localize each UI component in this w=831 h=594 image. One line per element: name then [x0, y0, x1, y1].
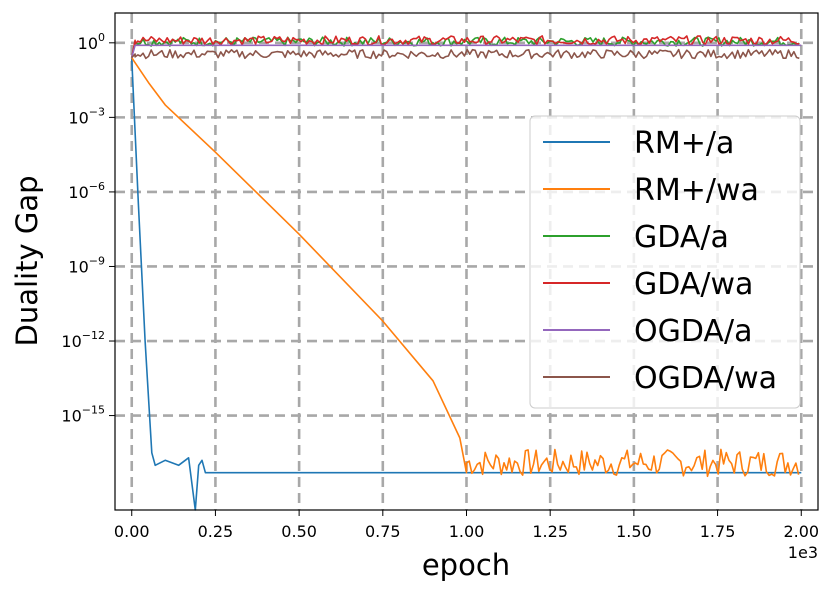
- x-tick-label: 2.00: [783, 522, 819, 541]
- y-tick-label: 10−9: [68, 254, 105, 276]
- x-tick-label: 0.50: [281, 522, 317, 541]
- legend-label: RM+/a: [634, 126, 734, 161]
- legend-label: OGDA/a: [634, 314, 752, 349]
- legend-label: RM+/wa: [634, 173, 759, 208]
- y-tick-label: 10−6: [68, 180, 105, 202]
- x-tick-label: 0.25: [198, 522, 234, 541]
- y-ticks: 100 10−3 10−6 10−9 10−12 10−15: [61, 31, 115, 426]
- legend-label: GDA/a: [634, 220, 729, 255]
- x-tick-label: 1.50: [616, 522, 652, 541]
- y-tick-label: 10−12: [61, 329, 105, 351]
- series-lines: [130, 35, 802, 511]
- x-tick-label: 1.25: [532, 522, 568, 541]
- y-tick-label: 100: [78, 31, 105, 53]
- series-line-rm-a: [130, 57, 802, 511]
- x-tick-label: 0.00: [114, 522, 150, 541]
- x-axis-label: epoch: [422, 548, 510, 582]
- y-axis-label: Duality Gap: [10, 176, 44, 347]
- x-ticks: 0.00 0.25 0.50 0.75 1.00 1.25 1.50 1.75 2.00: [114, 510, 819, 541]
- x-offset-label: 1e3: [788, 543, 818, 562]
- legend-label: GDA/wa: [634, 267, 753, 302]
- x-tick-label: 1.00: [449, 522, 485, 541]
- y-tick-label: 10−3: [68, 105, 105, 127]
- series-line-gda-a: [130, 36, 800, 58]
- x-tick-label: 0.75: [365, 522, 401, 541]
- series-line-gda-wa: [130, 35, 800, 58]
- series-line-rm-wa: [131, 57, 800, 478]
- legend-label: OGDA/wa: [634, 361, 777, 396]
- y-tick-label: 10−15: [61, 404, 105, 426]
- x-tick-label: 1.75: [700, 522, 736, 541]
- series-line-ogda-wa: [131, 48, 800, 60]
- legend: RM+/a RM+/wa GDA/a GDA/wa OGDA/a OGDA/wa: [529, 115, 801, 409]
- series-line-ogda-a: [130, 44, 802, 58]
